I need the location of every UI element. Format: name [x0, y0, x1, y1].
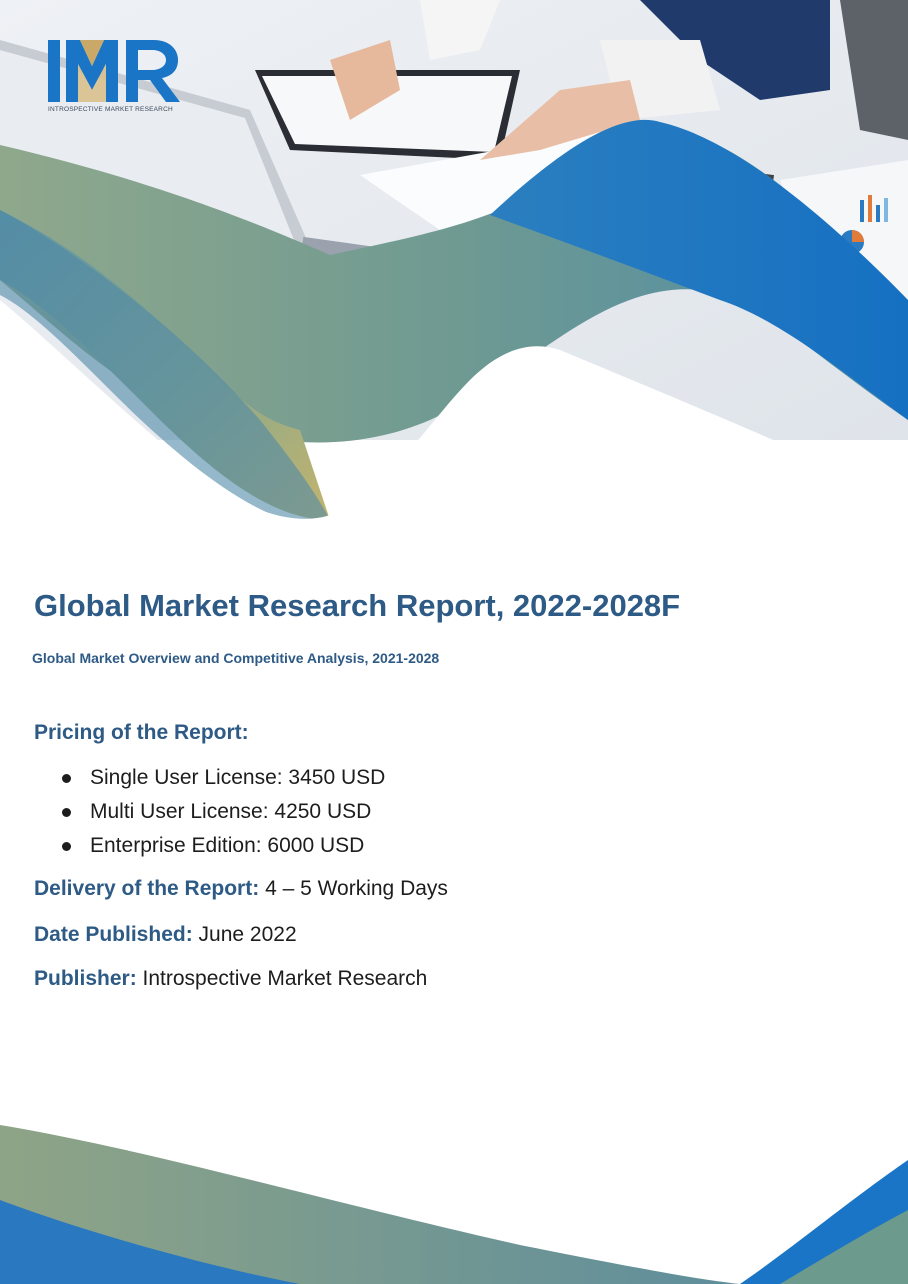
publisher-label: Publisher:: [34, 967, 137, 990]
date-value: June 2022: [198, 923, 297, 946]
pricing-item-text: Enterprise Edition: 6000 USD: [90, 834, 365, 857]
pricing-heading: Pricing of the Report:: [34, 721, 249, 744]
pricing-item: Enterprise Edition: 6000 USD: [60, 832, 385, 866]
bullet-icon: [62, 774, 71, 783]
logo-subtitle: INTROSPECTIVE MARKET RESEARCH: [48, 106, 173, 113]
pricing-list: Single User License: 3450 USD Multi User…: [60, 764, 385, 866]
pricing-item: Multi User License: 4250 USD: [60, 798, 385, 832]
bullet-icon: [62, 808, 71, 817]
report-subtitle: Global Market Overview and Competitive A…: [32, 650, 440, 666]
delivery-value: 4 – 5 Working Days: [265, 877, 448, 900]
pricing-item: Single User License: 3450 USD: [60, 764, 385, 798]
date-line: Date Published: June 2022: [34, 923, 297, 947]
pricing-item-text: Single User License: 3450 USD: [90, 766, 386, 789]
report-title: Global Market Research Report, 2022-2028…: [34, 588, 681, 623]
delivery-label: Delivery of the Report:: [34, 877, 260, 900]
bullet-icon: [62, 842, 71, 851]
publisher-line: Publisher: Introspective Market Research: [34, 967, 427, 991]
imr-logo: [48, 40, 180, 102]
pricing-item-text: Multi User License: 4250 USD: [90, 800, 372, 823]
delivery-line: Delivery of the Report: 4 – 5 Working Da…: [34, 877, 448, 901]
publisher-value: Introspective Market Research: [142, 967, 428, 990]
date-label: Date Published:: [34, 923, 193, 946]
